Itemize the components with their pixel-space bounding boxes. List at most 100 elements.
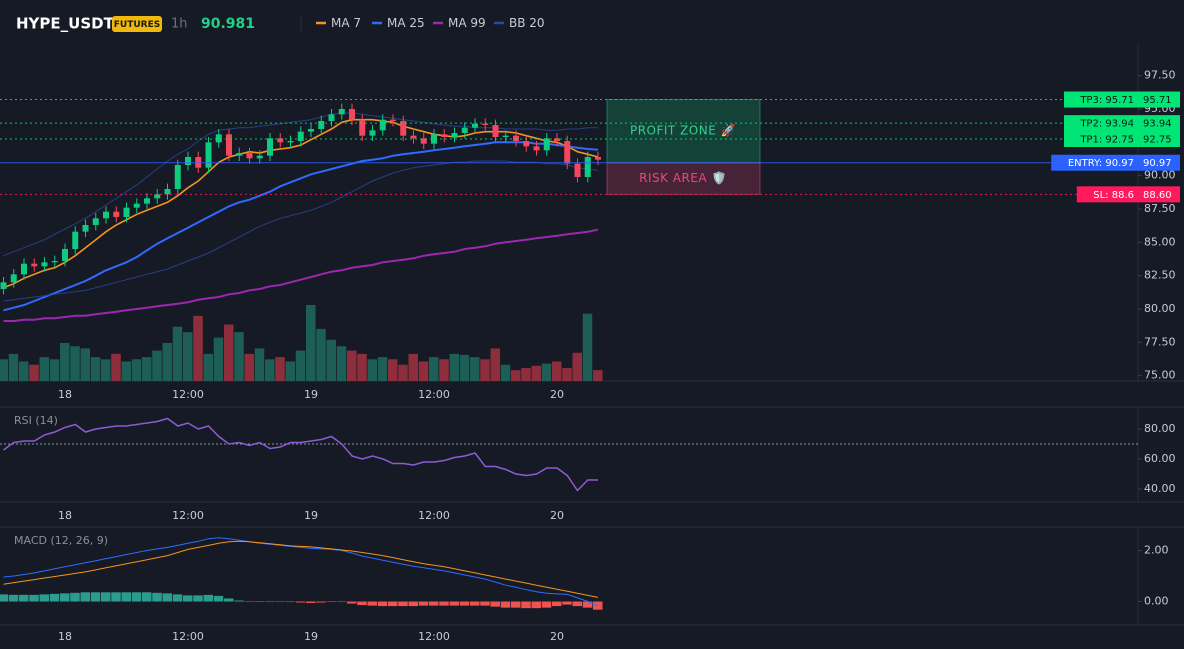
candle-body xyxy=(154,194,161,199)
candle-body xyxy=(431,134,437,144)
volume-bar xyxy=(183,332,193,381)
volume-bar xyxy=(90,357,101,381)
candle-body xyxy=(390,119,396,121)
histogram-bar xyxy=(582,601,593,608)
y-tick-label: 80.00 xyxy=(1144,422,1176,435)
histogram-bar xyxy=(480,601,490,606)
candle-body xyxy=(226,134,232,156)
candle-body xyxy=(62,249,68,261)
candle-body xyxy=(123,207,130,217)
histogram-bar xyxy=(70,592,80,602)
candle-body xyxy=(287,141,294,143)
histogram-bar xyxy=(213,595,224,602)
volume-bar xyxy=(244,353,254,381)
volume-bar xyxy=(418,361,429,381)
histogram-bar xyxy=(172,594,183,602)
candle-body xyxy=(410,135,417,139)
volume-bar xyxy=(49,359,60,381)
volume-bar xyxy=(60,343,70,381)
volume-bar xyxy=(39,357,49,381)
candle-body xyxy=(51,261,58,263)
ma-line xyxy=(3,228,599,322)
volume-bar xyxy=(439,359,449,381)
y-tick-label: 82.50 xyxy=(1144,269,1176,282)
candle-body xyxy=(72,231,79,249)
histogram-bar xyxy=(490,601,500,607)
volume-bar xyxy=(429,357,439,381)
volume-bar xyxy=(80,348,90,381)
histogram-bar xyxy=(429,601,439,606)
candle-body xyxy=(133,203,140,208)
candle-body xyxy=(379,119,386,131)
candle-body xyxy=(349,109,355,120)
histogram-bar xyxy=(101,592,111,602)
candle-body xyxy=(420,138,427,144)
volume-bar xyxy=(265,359,275,381)
candle-body xyxy=(174,165,181,189)
volume-bar xyxy=(142,357,152,381)
histogram-bar xyxy=(19,594,29,602)
level-price-bg xyxy=(1138,115,1180,132)
zone xyxy=(606,162,761,195)
volume-bar xyxy=(70,346,80,381)
volume-bar xyxy=(562,367,572,381)
pane-title: MACD (12, 26, 9) xyxy=(14,534,108,547)
histogram-bar xyxy=(0,594,8,602)
y-tick-label: 0.00 xyxy=(1144,595,1169,608)
candle-body xyxy=(584,157,591,177)
histogram-bar xyxy=(131,592,142,602)
candle-body xyxy=(338,109,345,115)
histogram-bar xyxy=(254,601,265,603)
volume-bar xyxy=(531,365,541,381)
level-label: TP1: 92.75 xyxy=(1079,135,1134,146)
x-tick-label: 19 xyxy=(304,388,318,401)
level-label-bg xyxy=(1064,91,1138,108)
zone-label: RISK AREA 🛡️ xyxy=(639,171,727,185)
histogram-bar xyxy=(521,601,531,609)
x-tick-label: 18 xyxy=(58,388,72,401)
histogram-bar xyxy=(29,594,39,602)
histogram-bar xyxy=(326,601,336,603)
volume-bar xyxy=(490,348,500,381)
level-label: SL: 88.6 xyxy=(1093,190,1134,201)
ma-line xyxy=(3,141,599,312)
volume-bar xyxy=(357,353,367,381)
candle-body xyxy=(0,282,7,289)
volume-bar xyxy=(111,353,121,381)
volume-bar xyxy=(193,315,203,381)
candle-body xyxy=(441,134,448,137)
volume-bar xyxy=(29,364,39,381)
candle-body xyxy=(205,142,212,168)
histogram-bar xyxy=(500,601,511,608)
histogram-bar xyxy=(449,601,459,606)
candle-body xyxy=(513,135,519,141)
histogram-bar xyxy=(8,594,19,602)
candle-body xyxy=(92,218,99,225)
rsi-line xyxy=(3,417,598,492)
histogram-bar xyxy=(285,601,295,603)
histogram-bar xyxy=(39,594,49,602)
candle-body xyxy=(82,225,89,232)
volume-bar xyxy=(0,359,8,381)
candle-body xyxy=(215,134,222,143)
candle-body xyxy=(554,138,560,141)
volume-bar xyxy=(19,361,29,381)
volume-bar xyxy=(541,363,552,381)
macd-line xyxy=(3,540,599,598)
histogram-bar xyxy=(142,592,152,602)
histogram-bar xyxy=(90,592,101,602)
volume-bar xyxy=(285,361,295,381)
candle-body xyxy=(502,135,509,137)
x-tick-label: 12:00 xyxy=(418,630,450,643)
legend-label: MA 25 xyxy=(387,16,425,30)
volume-bar xyxy=(367,359,377,381)
x-tick-label: 12:00 xyxy=(172,509,204,522)
histogram-bar xyxy=(295,601,306,603)
volume-bar xyxy=(8,353,19,381)
legend: MA 7 MA 25 MA 99 BB 20 xyxy=(316,16,545,30)
level-price: 93.94 xyxy=(1143,119,1172,130)
volume-bar xyxy=(500,364,511,381)
histogram-bar xyxy=(357,601,367,606)
histogram-bar xyxy=(316,601,326,603)
